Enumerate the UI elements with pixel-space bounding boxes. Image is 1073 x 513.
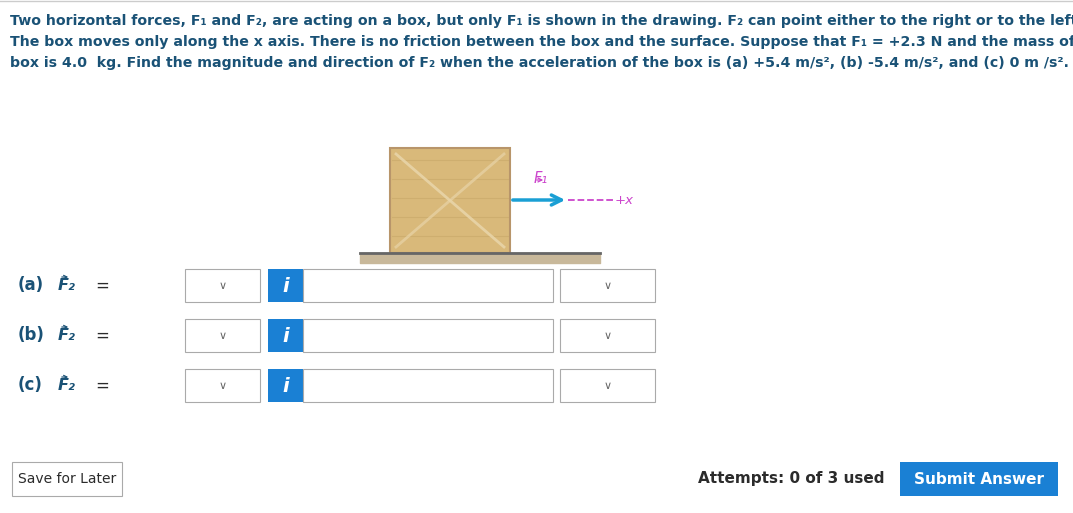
FancyBboxPatch shape [268,319,303,351]
FancyBboxPatch shape [560,319,655,351]
Text: box is 4.0  kg. Find the magnitude and direction of F₂ when the acceleration of : box is 4.0 kg. Find the magnitude and di… [10,56,1069,70]
Text: (c): (c) [18,376,43,394]
Text: ∨: ∨ [603,331,612,341]
Text: i: i [282,377,289,396]
Text: F₂: F₂ [58,379,76,393]
Text: ∨: ∨ [603,381,612,391]
Text: i: i [282,277,289,295]
Text: ∨: ∨ [603,281,612,291]
FancyBboxPatch shape [185,268,260,302]
Text: Two horizontal forces, F₁ and F₂, are acting on a box, but only F₁ is shown in t: Two horizontal forces, F₁ and F₂, are ac… [10,14,1073,28]
FancyBboxPatch shape [560,368,655,402]
Text: The box moves only along the x axis. There is no friction between the box and th: The box moves only along the x axis. The… [10,35,1073,49]
Text: ∨: ∨ [219,281,226,291]
FancyBboxPatch shape [303,319,553,351]
Text: i: i [282,326,289,345]
Text: Attempts: 0 of 3 used: Attempts: 0 of 3 used [699,471,885,486]
Text: F₁: F₁ [534,171,548,186]
Text: (b): (b) [18,326,45,344]
Text: Save for Later: Save for Later [18,472,116,486]
FancyBboxPatch shape [268,368,303,402]
FancyBboxPatch shape [900,462,1058,496]
Text: Submit Answer: Submit Answer [914,471,1044,486]
Text: ∨: ∨ [219,331,226,341]
FancyBboxPatch shape [185,368,260,402]
Text: =: = [95,277,108,295]
Text: F₂: F₂ [58,328,76,344]
FancyBboxPatch shape [303,368,553,402]
Text: ∨: ∨ [219,381,226,391]
FancyBboxPatch shape [303,268,553,302]
Text: (a): (a) [18,276,44,294]
FancyBboxPatch shape [560,268,655,302]
FancyBboxPatch shape [389,148,510,253]
Text: +x: +x [615,194,634,207]
Text: F₂: F₂ [58,279,76,293]
Text: =: = [95,327,108,345]
FancyBboxPatch shape [12,462,122,496]
FancyBboxPatch shape [185,319,260,351]
FancyBboxPatch shape [268,268,303,302]
Text: =: = [95,377,108,395]
